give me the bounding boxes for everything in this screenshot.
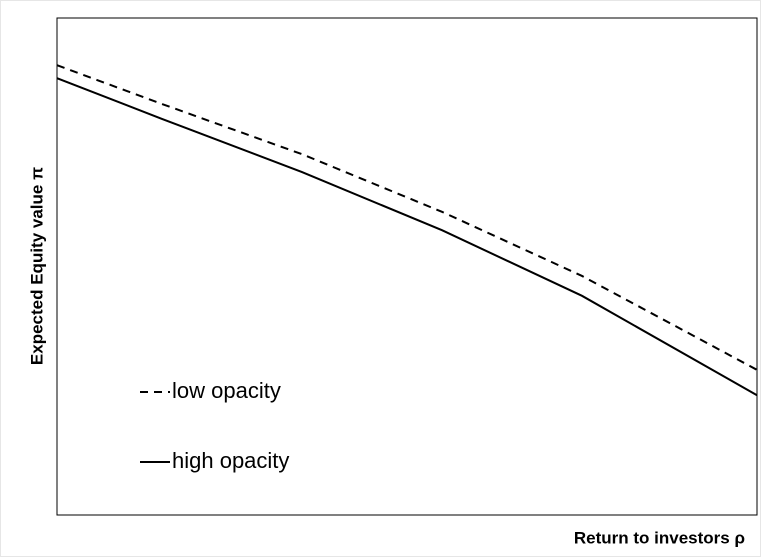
- y-axis-label: Expected Equity value π: [27, 167, 46, 365]
- plot-area: [56, 17, 758, 516]
- legend-text: low opacity: [172, 378, 281, 403]
- legend-text: high opacity: [172, 448, 289, 473]
- line: [56, 64, 758, 371]
- line: [56, 77, 758, 397]
- x-axis-label: Return to investors ρ: [574, 528, 745, 547]
